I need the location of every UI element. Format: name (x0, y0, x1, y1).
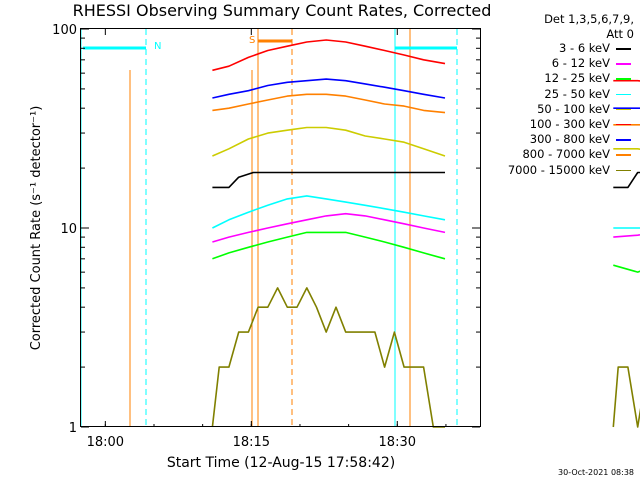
legend-label: 300 - 800 keV (529, 132, 610, 147)
chart-title: RHESSI Observing Summary Count Rates, Co… (73, 1, 492, 20)
y-tick-label: 10 (60, 222, 77, 237)
legend-label: 800 - 7000 keV (522, 147, 610, 162)
series-line (212, 195, 446, 229)
legend-item: 300 - 800 keV (500, 132, 634, 147)
legend-swatch (616, 123, 631, 126)
legend-item: 7000 - 15000 keV (500, 163, 634, 178)
series-line (212, 171, 445, 189)
annotation-label: N (154, 41, 161, 52)
legend-item: 3 - 6 keV (500, 41, 634, 56)
legend-item: 12 - 25 keV (500, 71, 634, 86)
series-line (212, 78, 446, 99)
x-tick-label: 18:30 (379, 435, 416, 450)
legend-label: 7000 - 15000 keV (507, 162, 610, 177)
series-line (613, 264, 640, 273)
timestamp: 30-Oct-2021 08:38 (558, 468, 634, 477)
y-tick-label: 1 (69, 421, 77, 436)
annotation-labels: NS (154, 35, 255, 52)
x-axis-ticks: 18:00 18:15 18:30 (87, 29, 447, 450)
legend-swatch (616, 78, 631, 80)
series-line (613, 227, 640, 229)
legend-swatch (616, 93, 631, 96)
legend-header-line: Det 1,3,5,6,7,9, (544, 12, 634, 26)
legend-label: 6 - 12 keV (551, 56, 610, 71)
legend-swatch (616, 169, 631, 171)
legend-label: 12 - 25 keV (544, 71, 610, 86)
legend-label: 25 - 50 keV (544, 86, 610, 101)
x-tick-label: 18:15 (233, 435, 270, 450)
legend-swatch (616, 63, 631, 65)
series-layer (211, 39, 640, 428)
series-line (212, 126, 446, 157)
y-tick-label: 100 (52, 23, 77, 38)
y-axis-label: Corrected Count Rate (s⁻¹ detector⁻¹) (29, 106, 44, 351)
series-line (212, 212, 446, 243)
legend-item: 6 - 12 keV (500, 56, 634, 71)
legend-swatch (616, 154, 631, 156)
legend-label: 50 - 100 keV (537, 101, 610, 116)
legend-swatch (616, 139, 631, 141)
x-axis-label: Start Time (12-Aug-15 17:58:42) (167, 455, 395, 471)
y-axis-ticks: 1 10 100 (52, 23, 480, 436)
x-tick-label: 18:00 (87, 435, 124, 450)
series-line (212, 93, 446, 114)
legend-swatch (616, 108, 631, 111)
series-line (212, 231, 446, 260)
legend-item: 50 - 100 keV (500, 102, 634, 117)
series-line (612, 366, 640, 428)
annotation-label: S (249, 35, 255, 46)
series-line (212, 39, 446, 72)
legend-item: 100 - 300 keV (500, 117, 634, 132)
legend-header-line: Att 0 (606, 27, 634, 41)
legend-label: 100 - 300 keV (529, 116, 610, 131)
plot-frame (80, 28, 481, 427)
legend-item: 800 - 7000 keV (500, 147, 634, 162)
legend-swatch (616, 48, 631, 50)
legend-header: Det 1,3,5,6,7,9, Att 0 (494, 12, 634, 42)
legend: 3 - 6 keV 6 - 12 keV 12 - 25 keV 25 - 50 ke… (500, 41, 634, 178)
series-line (211, 287, 445, 428)
legend-item: 25 - 50 keV (500, 87, 634, 102)
legend-label: 3 - 6 keV (559, 41, 610, 55)
